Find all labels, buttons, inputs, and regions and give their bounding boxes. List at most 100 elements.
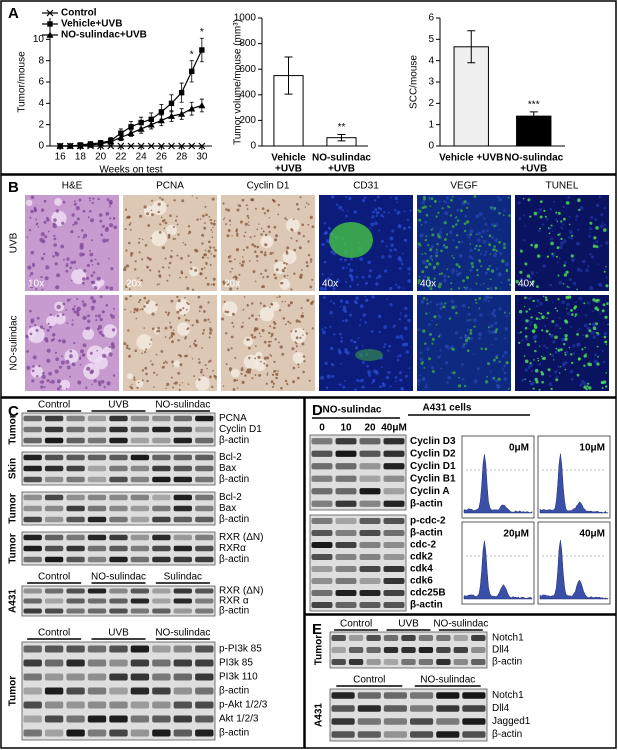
blot-band <box>152 454 171 461</box>
tissue-detail <box>176 223 179 226</box>
tissue-detail <box>597 282 602 287</box>
blot-band <box>195 415 214 422</box>
tissue-detail <box>247 216 250 219</box>
tissue-detail <box>201 347 204 349</box>
tissue-detail <box>302 235 305 238</box>
tissue-detail <box>172 365 174 367</box>
tissue-detail <box>139 308 142 311</box>
tissue-detail <box>364 321 368 324</box>
tissue-detail <box>279 345 283 349</box>
tissue-detail <box>424 252 426 255</box>
sample-label: A431 <box>8 589 19 613</box>
tissue-detail <box>213 219 216 222</box>
tissue-detail <box>464 214 468 218</box>
tissue-detail <box>451 196 454 198</box>
tissue-detail <box>295 202 299 206</box>
tissue-detail <box>97 325 103 330</box>
tissue-detail <box>207 257 209 259</box>
blot-band <box>359 475 381 482</box>
tissue-detail <box>460 209 463 213</box>
tissue-detail <box>167 234 170 237</box>
data-point <box>56 142 64 149</box>
tissue-detail <box>355 296 359 300</box>
tissue-detail <box>473 379 478 384</box>
tissue-detail <box>421 200 426 205</box>
tissue-detail <box>53 237 57 241</box>
tissue-detail <box>266 356 270 360</box>
tissue-detail <box>577 228 580 231</box>
tissue-detail <box>203 226 207 230</box>
tissue-detail <box>542 264 547 268</box>
tissue-detail <box>524 326 528 330</box>
blot-band <box>152 476 171 483</box>
tissue-detail <box>171 340 174 344</box>
tissue-detail <box>199 218 202 220</box>
tissue-detail <box>310 302 314 305</box>
tissue-detail <box>177 316 181 320</box>
tissue-detail <box>141 238 144 241</box>
tissue-detail <box>228 260 232 263</box>
tissue-detail <box>530 369 533 372</box>
tissue-detail <box>311 327 314 330</box>
tissue-detail <box>99 317 104 322</box>
tissue-detail <box>260 360 262 363</box>
blot-band <box>87 608 107 614</box>
tissue-detail <box>402 287 405 289</box>
tissue-detail <box>570 378 574 381</box>
tissue-detail <box>408 272 411 275</box>
tissue-detail <box>463 286 466 289</box>
blot-band <box>383 731 407 738</box>
tissue-detail <box>271 334 274 337</box>
tissue-detail <box>30 272 34 276</box>
blot-band <box>383 602 405 608</box>
tissue-detail <box>552 255 555 258</box>
tissue-detail <box>164 326 168 330</box>
tissue-detail <box>594 218 598 221</box>
tissue-detail <box>435 303 439 307</box>
blot-band <box>87 673 107 681</box>
tissue-detail <box>222 385 225 388</box>
tissue-detail <box>177 371 181 375</box>
tissue-detail <box>364 295 367 298</box>
tissue-detail <box>40 380 45 384</box>
tissue-detail <box>78 357 82 360</box>
tissue-detail <box>595 240 599 243</box>
blot-band <box>130 608 150 614</box>
tissue-detail <box>394 209 397 212</box>
flow-label: 20μM <box>503 529 529 540</box>
magnification-label: 20x <box>126 279 142 290</box>
tissue-detail <box>151 199 153 202</box>
tissue-detail <box>186 308 188 311</box>
tissue-detail <box>592 242 595 245</box>
blot-band <box>130 545 150 552</box>
tissue-detail <box>96 276 101 281</box>
tissue-detail <box>301 269 303 271</box>
legend-label: NO-sulindac+UVB <box>61 30 147 41</box>
tissue-detail <box>272 382 276 385</box>
tissue-detail <box>200 368 203 372</box>
lane-group-header: Control <box>38 628 70 639</box>
tissue-detail <box>156 374 158 376</box>
tissue-detail <box>278 295 281 298</box>
tissue-detail <box>331 374 335 378</box>
tissue-detail <box>210 283 213 286</box>
tissue-detail <box>246 246 249 249</box>
tissue-detail <box>342 305 346 309</box>
tissue-detail <box>455 216 458 218</box>
tissue-detail <box>295 239 298 242</box>
tissue-detail <box>406 218 410 221</box>
tissue-detail <box>544 215 547 218</box>
tissue-detail <box>242 248 245 251</box>
tissue-detail <box>244 231 247 234</box>
tissue-detail <box>396 210 401 215</box>
tissue-detail <box>172 226 175 228</box>
tissue-detail <box>44 276 49 281</box>
blot-band <box>23 465 42 472</box>
tissue-detail <box>517 201 521 205</box>
tissue-detail <box>468 306 470 309</box>
tissue-detail <box>417 242 421 246</box>
tissue-detail <box>503 246 506 250</box>
blot-band <box>383 718 407 725</box>
blot-band <box>383 578 405 584</box>
error-bar <box>337 133 346 142</box>
